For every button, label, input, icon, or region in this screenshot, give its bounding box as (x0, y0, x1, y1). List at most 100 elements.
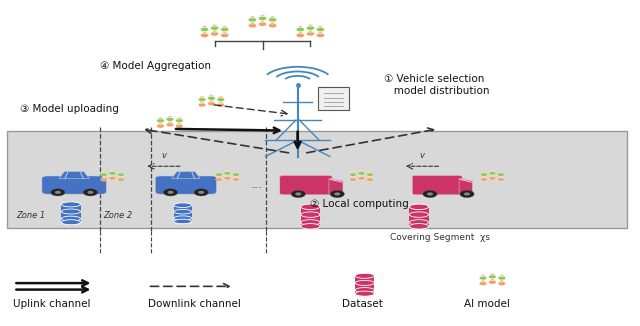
Circle shape (360, 170, 364, 172)
Ellipse shape (301, 212, 320, 217)
Circle shape (482, 176, 486, 178)
Circle shape (111, 170, 115, 172)
Circle shape (208, 96, 215, 100)
Circle shape (216, 178, 222, 181)
Circle shape (248, 18, 257, 22)
Circle shape (368, 176, 372, 178)
Circle shape (291, 190, 305, 198)
Circle shape (490, 175, 494, 177)
Circle shape (490, 273, 495, 275)
Circle shape (109, 171, 116, 175)
Circle shape (222, 32, 227, 34)
Text: v: v (161, 151, 166, 160)
Circle shape (318, 26, 323, 28)
FancyBboxPatch shape (355, 276, 374, 294)
Circle shape (212, 24, 217, 27)
Circle shape (158, 123, 163, 125)
Circle shape (368, 171, 372, 173)
Ellipse shape (173, 209, 191, 214)
Circle shape (489, 171, 496, 175)
Circle shape (316, 33, 324, 37)
Circle shape (200, 96, 204, 98)
Circle shape (307, 26, 314, 30)
Circle shape (298, 32, 303, 34)
Polygon shape (329, 178, 343, 193)
Circle shape (500, 274, 504, 277)
Circle shape (334, 192, 340, 196)
Circle shape (260, 20, 265, 23)
Circle shape (177, 117, 182, 119)
Circle shape (489, 275, 496, 279)
Circle shape (166, 117, 173, 121)
Polygon shape (172, 171, 200, 179)
Circle shape (360, 175, 364, 177)
Circle shape (481, 280, 485, 282)
FancyBboxPatch shape (61, 204, 81, 222)
Text: Dataset: Dataset (342, 299, 383, 309)
Text: Zone 2: Zone 2 (103, 211, 132, 220)
Circle shape (351, 176, 355, 178)
Circle shape (367, 178, 373, 181)
FancyBboxPatch shape (318, 87, 349, 110)
Circle shape (194, 189, 209, 196)
Circle shape (102, 171, 106, 173)
Circle shape (499, 171, 503, 173)
Ellipse shape (410, 220, 429, 225)
FancyBboxPatch shape (301, 207, 320, 226)
Circle shape (482, 171, 486, 173)
Circle shape (168, 191, 173, 194)
Circle shape (423, 190, 437, 198)
Circle shape (216, 173, 222, 176)
FancyBboxPatch shape (410, 207, 429, 226)
Circle shape (296, 27, 305, 32)
Ellipse shape (410, 204, 429, 210)
Ellipse shape (301, 204, 320, 210)
Circle shape (225, 170, 229, 172)
Circle shape (232, 173, 239, 176)
Circle shape (217, 103, 225, 107)
Circle shape (224, 176, 231, 180)
Circle shape (221, 33, 228, 37)
Ellipse shape (301, 220, 320, 225)
Text: Downlink channel: Downlink channel (148, 299, 241, 309)
Circle shape (222, 26, 227, 28)
Circle shape (250, 22, 255, 24)
Circle shape (175, 124, 183, 128)
Ellipse shape (355, 288, 374, 292)
Ellipse shape (173, 203, 191, 207)
Circle shape (479, 282, 487, 286)
Text: ① Vehicle selection
   model distribution: ① Vehicle selection model distribution (384, 74, 490, 96)
Circle shape (212, 30, 217, 32)
Circle shape (157, 124, 164, 128)
Circle shape (308, 24, 313, 27)
Circle shape (481, 178, 487, 181)
Circle shape (219, 101, 223, 104)
Circle shape (349, 178, 356, 181)
FancyBboxPatch shape (156, 176, 216, 194)
FancyBboxPatch shape (280, 175, 332, 195)
Circle shape (100, 173, 108, 176)
Circle shape (51, 189, 65, 196)
Circle shape (221, 27, 228, 32)
Circle shape (166, 123, 173, 126)
Circle shape (270, 16, 275, 18)
Circle shape (219, 96, 223, 98)
Circle shape (217, 176, 221, 178)
Circle shape (224, 171, 231, 175)
Circle shape (270, 22, 275, 24)
Circle shape (481, 173, 487, 176)
Circle shape (198, 97, 206, 101)
Circle shape (490, 279, 495, 281)
Circle shape (202, 32, 207, 34)
Circle shape (269, 23, 276, 28)
Circle shape (208, 102, 215, 106)
Circle shape (490, 170, 494, 172)
Circle shape (367, 173, 373, 176)
Circle shape (460, 190, 474, 198)
Circle shape (209, 100, 214, 102)
Circle shape (211, 26, 219, 30)
Circle shape (202, 26, 207, 28)
Circle shape (55, 191, 61, 194)
Circle shape (168, 116, 172, 118)
FancyBboxPatch shape (7, 130, 627, 228)
